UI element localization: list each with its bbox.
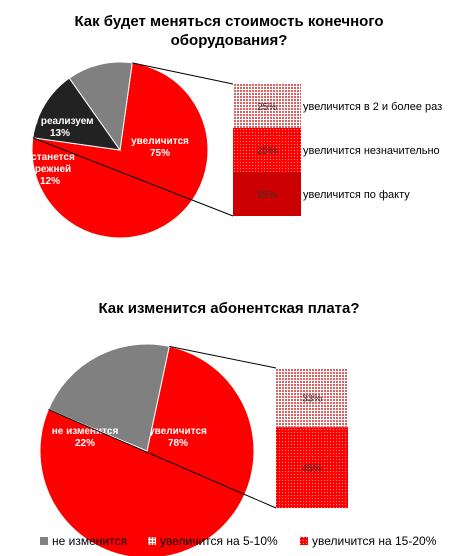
bar-segment-1	[233, 128, 301, 172]
pie-slice-1-label-0: не изменится	[52, 426, 119, 437]
chart-1-title-line-2: оборудования?	[171, 32, 288, 49]
chart-2-title: Как изменится абонентская плата?	[98, 300, 359, 317]
pie-slice-0-label-1: 78%	[168, 438, 188, 449]
chart-1-title-line-1: Как будет меняться стоимость конечного	[74, 13, 383, 30]
pie-slice-2	[68, 61, 133, 152]
legend-label-2: увеличится на 15-20%	[312, 534, 437, 548]
chart-1-connectors	[32, 62, 234, 217]
pie-slice-1	[47, 343, 170, 452]
connector-top	[169, 345, 277, 369]
legend-label-0: не изменится	[52, 534, 127, 548]
legend-swatch-0	[40, 537, 48, 545]
chart-2: Как изменится абонентская плата? увеличи…	[39, 300, 437, 556]
bar-segment-1	[276, 427, 348, 508]
bar-segment-1-name: увеличится незначительно	[303, 145, 440, 157]
pie-slice-0-label-1: 75%	[150, 148, 170, 159]
chart-2-legend: не изменится увеличится на 5-10% увеличитс…	[40, 534, 437, 548]
bar-segment-0	[276, 368, 348, 428]
legend-swatch-1	[148, 537, 156, 545]
bar-segment-0	[233, 84, 301, 128]
pie-slice-0-label-0: увеличится	[149, 426, 207, 437]
chart-2-bar: 33% 45%	[276, 368, 348, 508]
legend-label-1: увеличится на 5-10%	[160, 534, 278, 548]
pie-slice-2-label-0: останется	[25, 152, 75, 163]
pie-slice-2-label-2: 12%	[40, 176, 60, 187]
pie-slice-0-label-0: увеличится	[131, 136, 189, 147]
pie-slice-2-label-1: прежней	[29, 164, 71, 175]
bar-segment-0-label: 33%	[302, 394, 322, 405]
bar-segment-0-name: увеличится в 2 и более раз	[303, 101, 442, 113]
bar-segment-1-label: 25%	[257, 146, 277, 157]
pie-slice-1-label-1: 13%	[50, 128, 70, 139]
bar-segment-2-label: 25%	[257, 190, 277, 201]
chart-1: Как будет меняться стоимость конечного о…	[25, 13, 442, 239]
chart-1-bar: 25% увеличится в 2 и более раз 25% увеличит…	[233, 84, 442, 216]
bar-segment-2-name: увеличится по факту	[303, 189, 410, 201]
pie-slice-1	[32, 77, 122, 151]
connector-top	[132, 62, 234, 85]
legend-swatch-2	[300, 537, 308, 545]
chart-2-connectors	[48, 345, 277, 509]
bar-segment-2	[233, 172, 301, 216]
bar-segment-1-label: 45%	[302, 464, 322, 475]
connector-bottom	[48, 409, 277, 509]
pie-slice-1-label-1: 22%	[75, 438, 95, 449]
bar-segment-0-label: 25%	[257, 102, 277, 113]
pie-slice-1-label-0: не реализуем	[26, 116, 93, 127]
connector-bottom	[32, 137, 234, 217]
